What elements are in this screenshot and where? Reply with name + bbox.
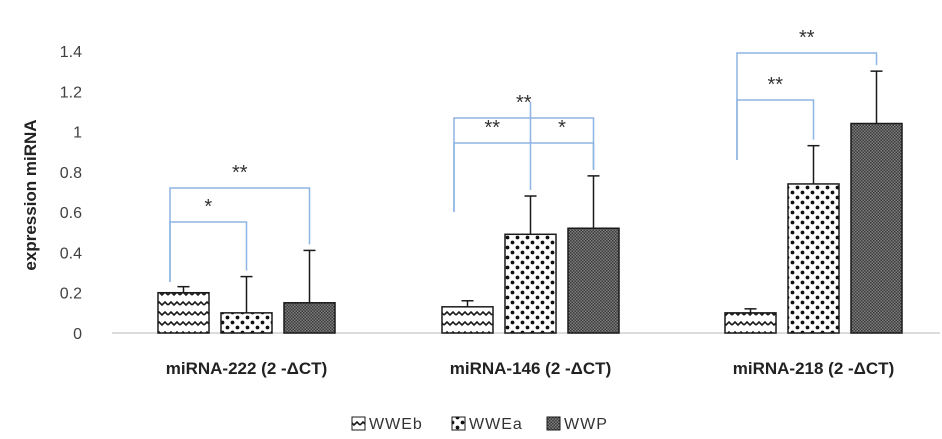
- significance-marker: *: [204, 196, 212, 218]
- bar-wwp-1: [283, 302, 336, 334]
- legend-label-wwea: WWEa: [469, 416, 523, 433]
- bar-wwp-2: [567, 227, 620, 334]
- y-axis: 0 0.2 0.4 0.6 0.8 1 1.2 1.4: [60, 44, 82, 343]
- significance-marker: **: [767, 74, 783, 96]
- bars: [157, 122, 903, 334]
- significance-bracket: [453, 117, 595, 212]
- y-tick-label: 0: [73, 326, 82, 343]
- significance-marker: **: [799, 27, 815, 49]
- bar-wwea-1: [220, 312, 273, 334]
- category-label: miRNA-218 (2 -ΔCT): [733, 359, 894, 378]
- legend-swatch-wwea: [451, 416, 466, 431]
- category-label: miRNA-222 (2 -ΔCT): [166, 359, 327, 378]
- y-axis-label: expression miRNA: [21, 119, 40, 270]
- legend-label-wwp: WWP: [564, 416, 608, 433]
- significance-marker: **: [232, 162, 248, 184]
- significance-marker: *: [558, 117, 566, 139]
- legend: WWEb WWEa WWP: [351, 416, 608, 433]
- bar-wwea-2: [504, 233, 557, 334]
- y-tick-label: 0.8: [60, 165, 82, 182]
- y-tick-label: 1.2: [60, 84, 82, 101]
- significance-bracket: [169, 187, 311, 282]
- y-tick-label: 0.2: [60, 286, 82, 303]
- significance-marker: **: [484, 117, 500, 139]
- legend-label-wweb: WWEb: [369, 416, 423, 433]
- bar-wwp-3: [850, 122, 903, 334]
- significance-marker: **: [516, 92, 532, 114]
- category-label: miRNA-146 (2 -ΔCT): [450, 359, 611, 378]
- bar-wweb-3: [724, 312, 777, 334]
- significance-bracket: [736, 99, 815, 160]
- significance-brackets: ******* *****: [169, 27, 878, 282]
- y-tick-label: 0.4: [60, 245, 82, 262]
- y-tick-label: 0.6: [60, 205, 82, 222]
- bar-wweb-2: [441, 306, 494, 334]
- significance-bracket: [529, 102, 595, 170]
- significance-bracket: [453, 142, 532, 212]
- category-labels: miRNA-222 (2 -ΔCT) miRNA-146 (2 -ΔCT) miRN…: [166, 359, 894, 378]
- y-tick-label: 1: [73, 125, 82, 142]
- error-bars: [177, 70, 883, 313]
- bar-wwea-3: [787, 183, 840, 334]
- legend-swatch-wweb: [351, 416, 366, 431]
- legend-swatch-wwp: [546, 416, 561, 431]
- bar-wweb-1: [157, 291, 210, 334]
- significance-bracket: [169, 221, 248, 282]
- y-tick-label: 1.4: [60, 44, 82, 61]
